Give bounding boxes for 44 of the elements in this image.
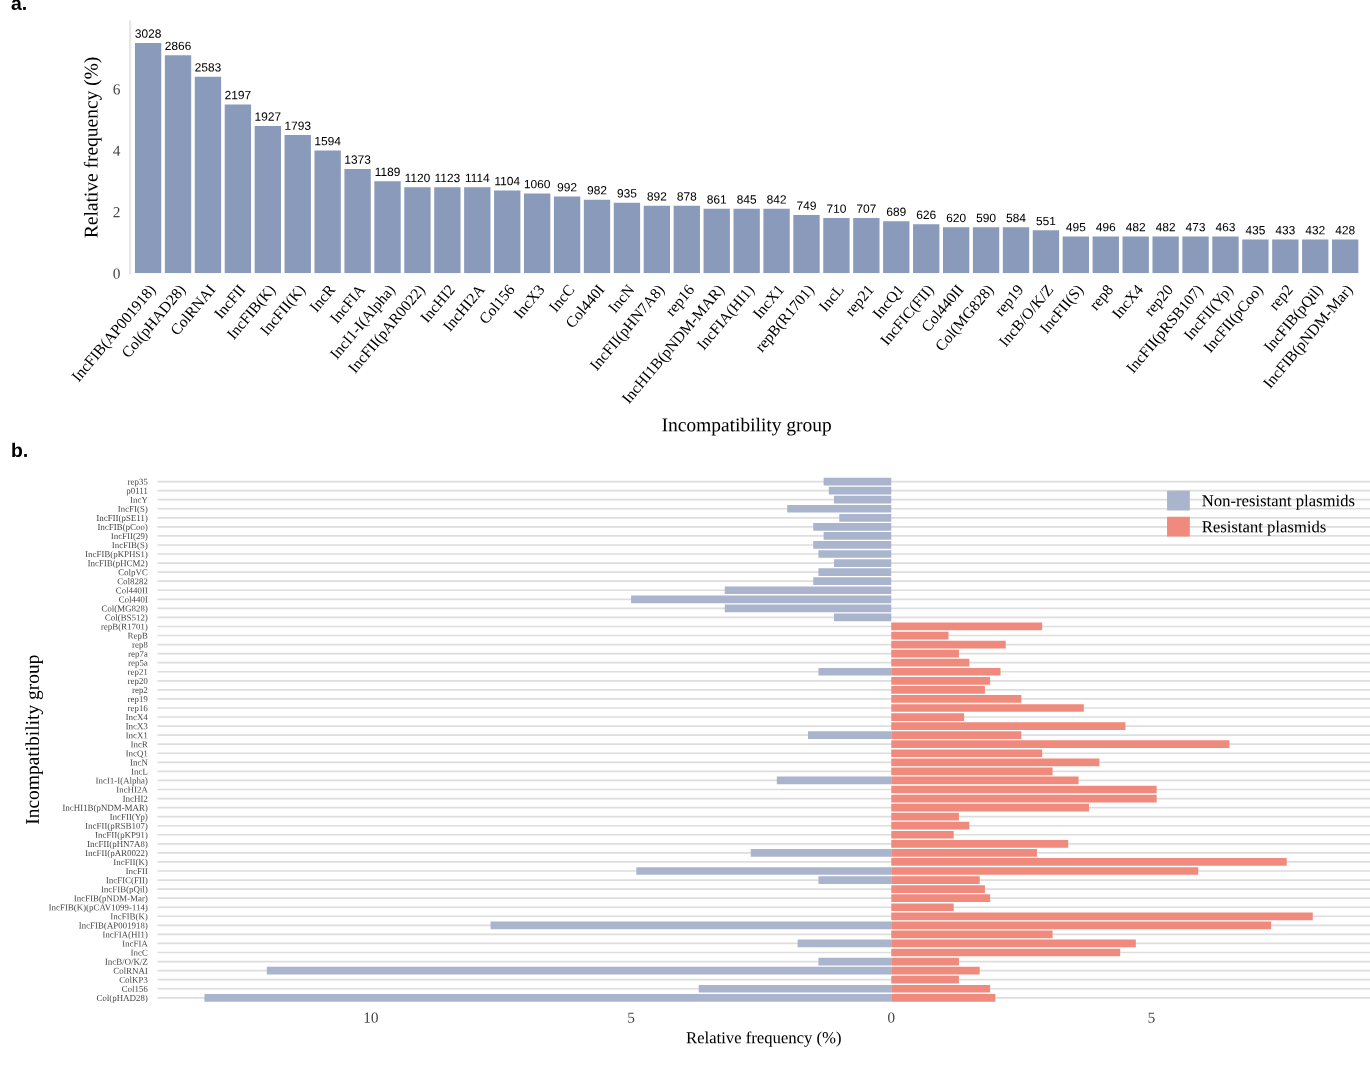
bar <box>1032 230 1060 274</box>
bar <box>194 76 222 274</box>
text: b. <box>12 442 27 458</box>
bar <box>891 640 1006 649</box>
bar <box>284 135 311 274</box>
bar <box>1332 239 1359 274</box>
bar <box>818 667 892 676</box>
bar <box>823 477 892 486</box>
bar <box>673 205 700 274</box>
legend-label: Non-resistant plasmids <box>1202 494 1355 510</box>
bar <box>891 622 1043 631</box>
bar <box>1062 236 1090 274</box>
bar <box>224 104 252 274</box>
bar <box>972 227 1000 274</box>
bar <box>797 939 892 948</box>
bar <box>134 42 162 274</box>
bar <box>913 224 940 274</box>
bar <box>891 939 1136 948</box>
bar <box>808 731 892 739</box>
bar <box>266 966 892 975</box>
bar <box>643 205 671 274</box>
bar <box>490 921 892 930</box>
bar <box>164 55 192 274</box>
bar <box>204 993 892 1002</box>
bar <box>254 125 281 274</box>
x-axis-title: Incompatibility group <box>662 417 831 436</box>
bar <box>1002 227 1030 274</box>
y-axis-title: Relative frequency (%) <box>83 57 102 238</box>
x-axis-title: Relative frequency (%) <box>686 1031 841 1047</box>
bar <box>583 199 611 274</box>
y-axis-title: Incompatibility group <box>25 655 44 825</box>
bar <box>494 190 521 274</box>
bar <box>942 227 970 274</box>
bar <box>553 196 581 274</box>
bar <box>523 193 551 274</box>
bar <box>750 849 892 857</box>
bar <box>1092 236 1119 274</box>
legend-label: Resistant plasmids <box>1202 520 1326 536</box>
bar <box>613 202 641 274</box>
bar <box>891 993 996 1002</box>
bar <box>891 785 1157 794</box>
bar <box>891 794 1157 803</box>
bar <box>776 776 892 785</box>
text: a. <box>11 0 26 11</box>
